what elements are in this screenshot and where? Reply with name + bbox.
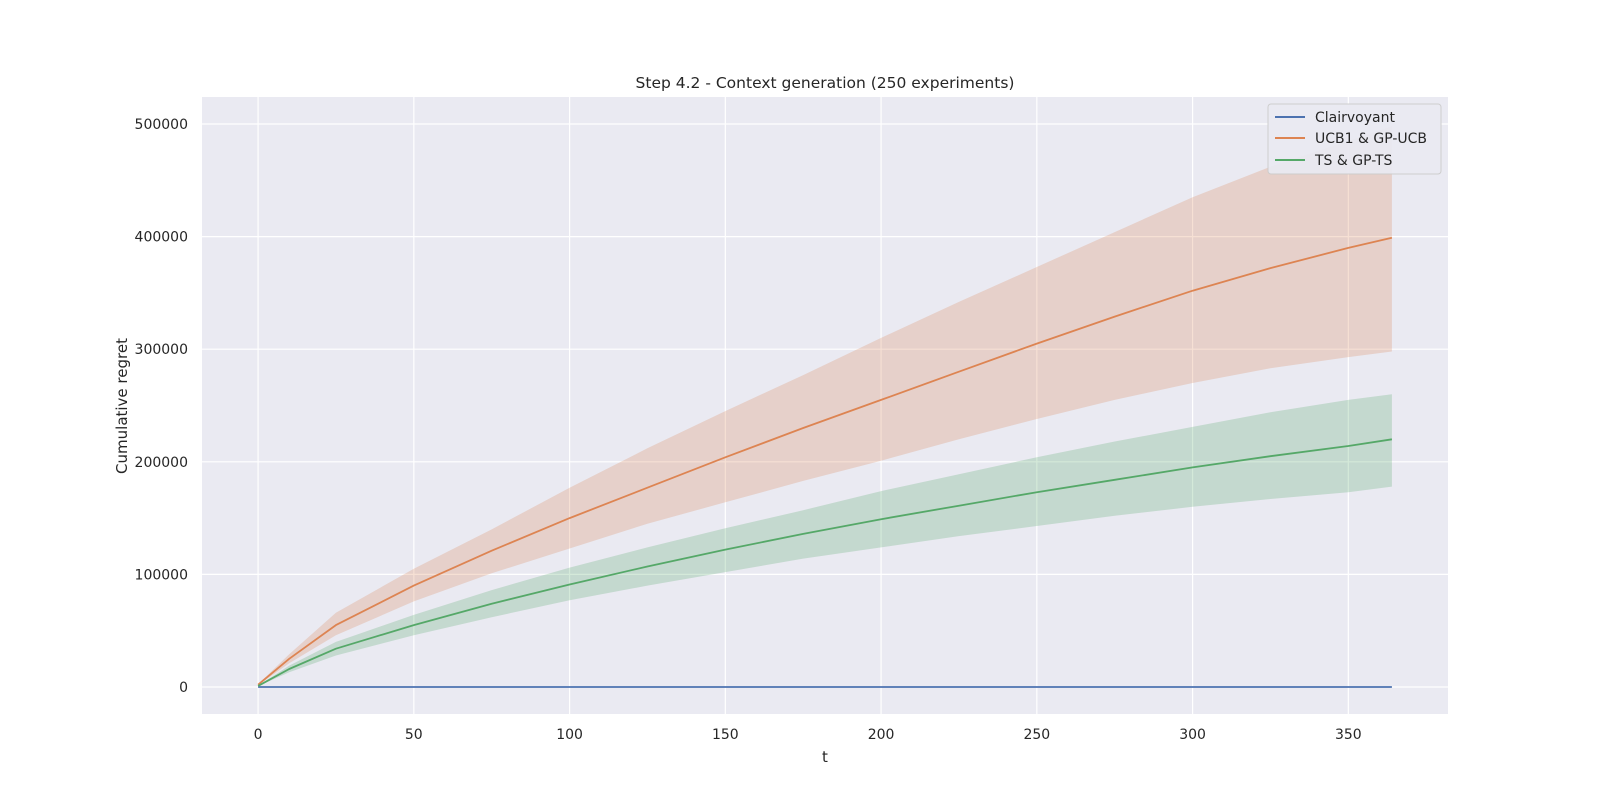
y-tick-label: 200000 <box>135 455 188 471</box>
y-tick-label: 300000 <box>135 342 188 358</box>
x-tick-label: 350 <box>1335 727 1362 743</box>
y-axis-label: Cumulative regret <box>113 338 131 474</box>
y-tick-label: 100000 <box>135 567 188 583</box>
x-tick-label: 250 <box>1023 727 1050 743</box>
confidence-bands <box>258 126 1392 687</box>
legend-label-ucb: UCB1 & GP-UCB <box>1315 131 1427 147</box>
band-ts-gp-ts <box>258 394 1392 687</box>
x-tick-label: 0 <box>254 727 263 743</box>
x-tick-label: 100 <box>556 727 583 743</box>
x-tick-label: 200 <box>868 727 895 743</box>
band-ucb1-gp-ucb <box>258 126 1392 686</box>
legend-label-ts: TS & GP-TS <box>1314 153 1393 169</box>
chart-title: Step 4.2 - Context generation (250 exper… <box>636 74 1015 92</box>
y-tick-label: 400000 <box>135 230 188 246</box>
y-tick-labels: 0 100000 200000 300000 400000 500000 <box>135 117 188 696</box>
legend: Clairvoyant UCB1 & GP-UCB TS & GP-TS <box>1267 103 1442 175</box>
line-ts-gp-ts <box>257 438 1393 687</box>
y-tick-label: 0 <box>179 680 188 696</box>
line-ucb1-gp-ucb <box>257 236 1393 686</box>
plot-area-background <box>202 97 1448 714</box>
x-axis-label: t <box>822 748 828 766</box>
x-tick-label: 300 <box>1179 727 1206 743</box>
series-lines <box>257 236 1393 688</box>
legend-box <box>1267 103 1442 175</box>
legend-label-clairvoyant: Clairvoyant <box>1315 110 1395 126</box>
x-tick-label: 50 <box>405 727 423 743</box>
x-tick-labels: 0 50 100 150 200 250 300 350 <box>254 727 1362 743</box>
y-tick-label: 500000 <box>135 117 188 133</box>
x-tick-label: 150 <box>712 727 739 743</box>
